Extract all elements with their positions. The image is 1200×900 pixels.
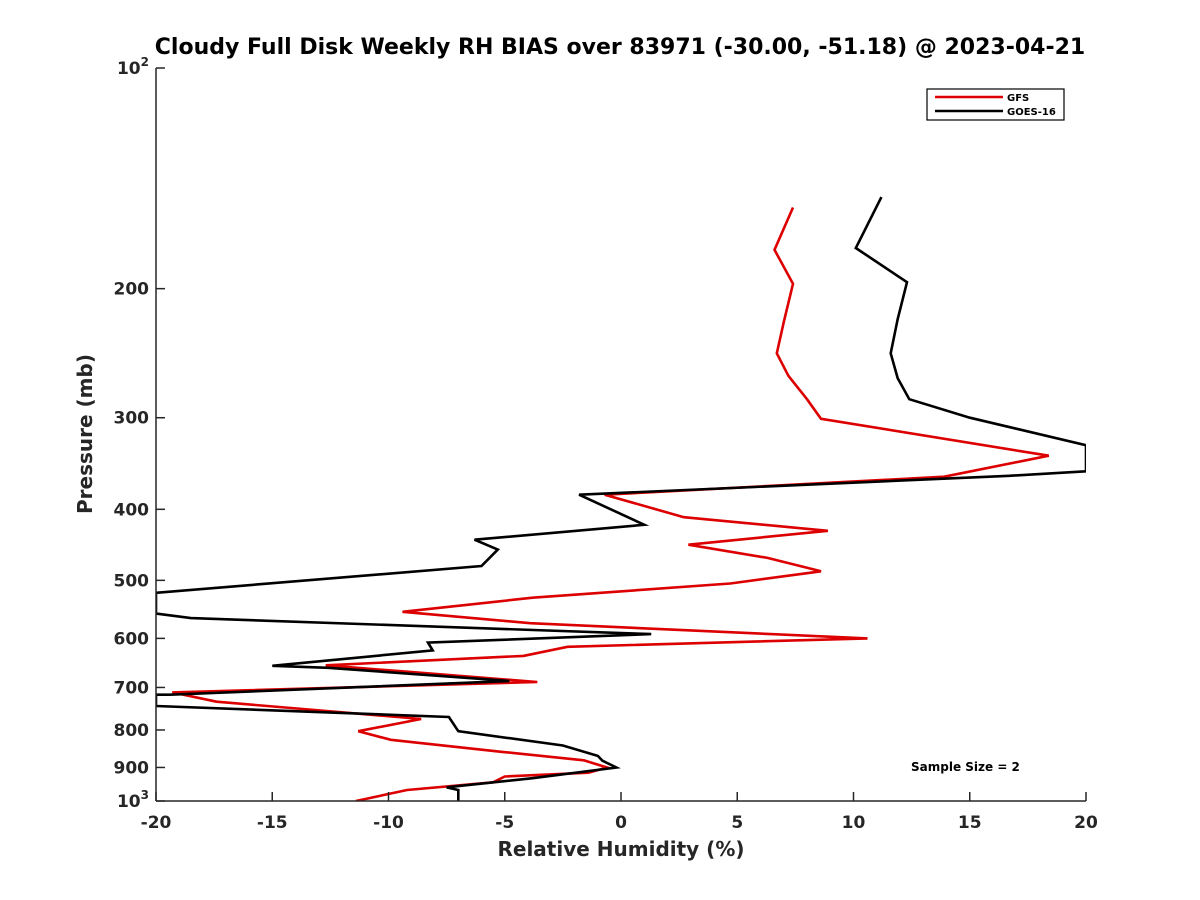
y-tick-label: 400 (114, 500, 150, 520)
y-tick-label: 200 (114, 280, 150, 300)
x-tick-label: 15 (958, 813, 982, 833)
x-tick-label: 5 (731, 813, 743, 833)
y-tick-label: 102 (117, 55, 149, 79)
y-axis-label: Pressure (mb) (73, 354, 97, 514)
legend-label-goes16: GOES-16 (1007, 107, 1056, 118)
series-line-goes-16 (156, 196, 1086, 801)
x-tick-label: -15 (257, 813, 288, 833)
y-tick-label: 700 (114, 678, 150, 698)
y-tick-label: 600 (114, 629, 150, 649)
plot-area (156, 68, 1086, 801)
y-tick-label: 800 (114, 721, 150, 741)
legend-box (926, 88, 1065, 121)
x-tick-label: 20 (1074, 813, 1098, 833)
x-tick-label: 10 (842, 813, 866, 833)
x-tick-label: -20 (141, 813, 172, 833)
y-tick-label: 900 (114, 758, 150, 778)
x-tick-label: -5 (495, 813, 514, 833)
sample-size-annotation: Sample Size = 2 (911, 760, 1020, 774)
y-tick-label: 300 (114, 409, 150, 429)
legend: GFS GOES-16 (926, 88, 1065, 121)
x-tick-label: -10 (373, 813, 404, 833)
x-tick-label: 0 (615, 813, 627, 833)
x-axis-label: Relative Humidity (%) (497, 837, 744, 861)
series-line-gfs (172, 206, 1050, 801)
y-tick-label: 500 (114, 571, 150, 591)
legend-label-gfs: GFS (1007, 93, 1029, 104)
chart-title: Cloudy Full Disk Weekly RH BIAS over 839… (155, 35, 1085, 60)
y-tick-label: 103 (117, 788, 149, 812)
